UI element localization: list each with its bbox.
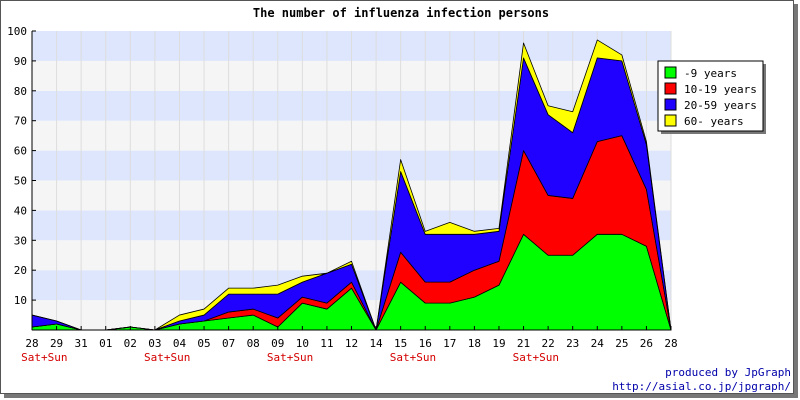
x-tick-label: 17 <box>443 337 456 350</box>
x-tick-label: 09 <box>271 337 284 350</box>
legend-label: 60- years <box>684 115 744 128</box>
x-tick-label: 24 <box>591 337 605 350</box>
y-tick-label: 20 <box>14 264 27 277</box>
legend-swatch <box>664 66 677 79</box>
x-tick-label: 11 <box>320 337 333 350</box>
weekend-label: Sat+Sun <box>21 351 67 364</box>
y-tick-label: 70 <box>14 115 27 128</box>
x-tick-label: 19 <box>492 337 505 350</box>
weekend-label: Sat+Sun <box>144 351 190 364</box>
footer-credit: produced by JpGraph <box>665 366 791 379</box>
x-tick-label: 26 <box>640 337 653 350</box>
x-tick-label: 18 <box>468 337 481 350</box>
x-tick-label: 05 <box>197 337 210 350</box>
x-tick-label: 14 <box>369 337 383 350</box>
legend-label: 10-19 years <box>684 83 757 96</box>
x-tick-label: 03 <box>148 337 161 350</box>
x-tick-label: 28 <box>664 337 677 350</box>
legend-label: -9 years <box>684 67 737 80</box>
chart-title: The number of influenza infection person… <box>253 6 549 20</box>
x-tick-label: 01 <box>99 337 112 350</box>
y-tick-label: 50 <box>14 175 27 188</box>
x-tick-label: 29 <box>50 337 63 350</box>
chart-frame: 10 20 30 40 50 60 70 80 90 100 28 29 31 01 02 03 04 05 07… <box>0 0 794 394</box>
x-tick-label: 10 <box>296 337 309 350</box>
x-tick-label: 15 <box>394 337 407 350</box>
y-tick-label: 10 <box>14 294 27 307</box>
legend-swatch <box>664 114 677 127</box>
x-tick-labels: 28 29 31 01 02 03 04 05 07 08 09 10 11 12 14 15 16 17 18 19… <box>25 337 677 350</box>
x-tick-label: 31 <box>75 337 88 350</box>
x-tick-label: 02 <box>124 337 137 350</box>
x-tick-label: 23 <box>566 337 579 350</box>
legend-swatch <box>664 82 677 95</box>
legend-label: 20-59 years <box>684 99 757 112</box>
x-tick-label: 22 <box>541 337 554 350</box>
x-tick-label: 28 <box>25 337 38 350</box>
x-tick-label: 16 <box>419 337 432 350</box>
weekend-label: Sat+Sun <box>267 351 313 364</box>
weekend-label: Sat+Sun <box>513 351 559 364</box>
y-tick-label: 60 <box>14 145 27 158</box>
x-tick-label: 12 <box>345 337 358 350</box>
y-tick-label: 80 <box>14 85 27 98</box>
footer-url[interactable]: http://asial.co.jp/jpgraph/ <box>612 380 791 393</box>
x-tick-label: 21 <box>517 337 530 350</box>
x-tick-label: 08 <box>247 337 260 350</box>
y-tick-label: 100 <box>7 25 27 38</box>
chart: 10 20 30 40 50 60 70 80 90 100 28 29 31 01 02 03 04 05 07… <box>7 6 791 393</box>
weekend-labels: Sat+Sun Sat+Sun Sat+Sun Sat+Sun Sat+Sun <box>21 351 559 364</box>
x-tick-label: 07 <box>222 337 235 350</box>
x-tick-label: 04 <box>173 337 187 350</box>
y-tick-label: 90 <box>14 55 27 68</box>
y-tick-label: 30 <box>14 234 27 247</box>
axes <box>31 30 672 331</box>
y-tick-label: 40 <box>14 204 27 217</box>
legend-swatch <box>664 98 677 111</box>
y-tick-labels: 10 20 30 40 50 60 70 80 90 100 <box>7 25 27 307</box>
legend: -9 years 10-19 years 20-59 years 60- years <box>657 60 766 134</box>
weekend-label: Sat+Sun <box>390 351 436 364</box>
x-tick-label: 25 <box>615 337 628 350</box>
